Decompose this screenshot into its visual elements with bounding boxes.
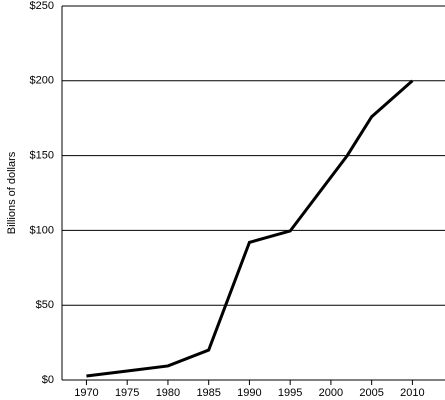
y-tick-label: $100 (30, 224, 54, 236)
y-axis-label: Billions of dollars (6, 151, 18, 234)
x-tick-label: 1990 (237, 387, 261, 399)
y-tick-label: $150 (30, 150, 54, 162)
x-tick-label: 1975 (115, 387, 139, 399)
line (86, 79, 414, 378)
x-tick-label: 1970 (74, 387, 98, 399)
x-tick-label: 2000 (319, 387, 343, 399)
x-tick-label: 1995 (278, 387, 302, 399)
x-tick-label: 1985 (196, 387, 220, 399)
y-tick-label: $0 (42, 374, 54, 386)
x-tick-label: 2005 (359, 387, 383, 399)
y-tick-label: $200 (30, 75, 54, 87)
x-tick-label: 1980 (156, 387, 180, 399)
y-tick-label: $50 (36, 299, 54, 311)
y-tick-label: $250 (30, 0, 54, 12)
x-tick-label: 2010 (400, 387, 424, 399)
